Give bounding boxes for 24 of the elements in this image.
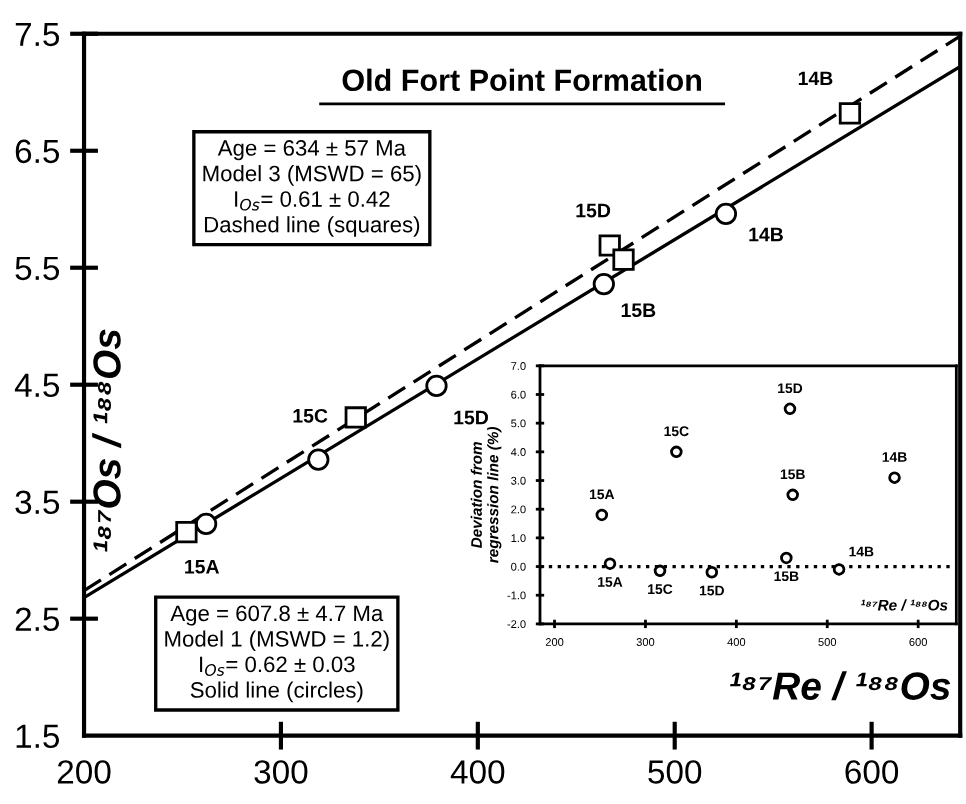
annotation: Age = 607.8 ± 4.7 Ma Model 1 (MSWD = 1.2) I$_{Os}$= 0.62 ± 0.03 Solid line (circles)	[165, 605, 389, 703]
x-tick-label: 500	[648, 760, 702, 784]
y-tick-label: 7.5	[15, 22, 60, 47]
annotation: 15A	[185, 560, 220, 574]
annotation: 15D	[576, 203, 611, 218]
y-tick-label: 1.5	[16, 724, 60, 749]
annotation: 14B	[749, 227, 783, 242]
y-axis-title: ¹⁸⁷Os / ¹⁸⁸Os	[92, 329, 122, 552]
x-tick-label: 200	[57, 760, 111, 784]
y-tick-label: 2.5	[15, 607, 60, 632]
x-axis-title: ¹⁸⁷Re / ¹⁸⁸Os	[730, 671, 951, 701]
annotation: Age = 634 ± 57 Ma Model 3 (MSWD = 65) I$_{Os}$= 0.61 ± 0.42 Dashed line (squares)	[203, 140, 421, 237]
x-tick-label: 300	[254, 760, 308, 784]
annotation: 14B	[798, 71, 833, 86]
y-tick-label: 5.5	[15, 256, 60, 281]
x-tick-label: 600	[845, 760, 899, 784]
y-tick-label: 6.5	[15, 139, 60, 164]
annotation: 15C	[293, 408, 328, 423]
annotation: 15B	[621, 303, 656, 318]
y-tick-label: 4.5	[14, 373, 60, 398]
y-tick-label: 3.5	[15, 490, 60, 515]
annotation: 15D	[454, 410, 488, 425]
x-tick-label: 400	[450, 760, 505, 784]
text: Old Fort Point Formation	[342, 68, 702, 92]
